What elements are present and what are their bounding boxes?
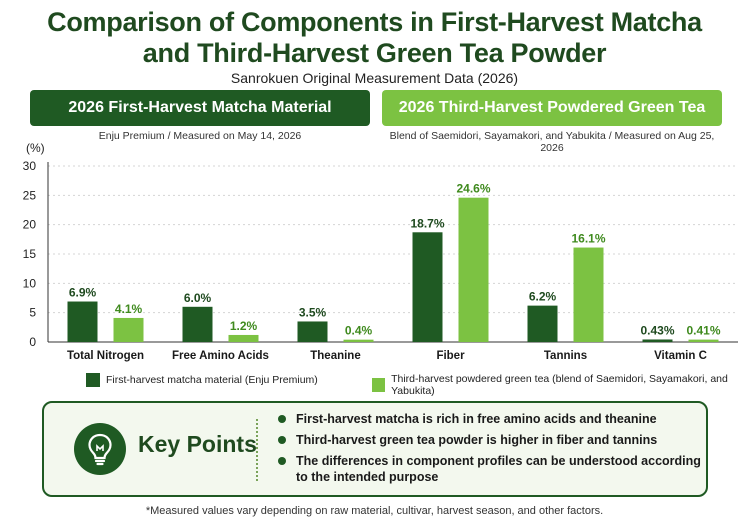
key-point-item: The differences in component profiles ca…: [274, 453, 704, 485]
data-label: 0.41%: [686, 324, 720, 338]
bar-third-harvest: [573, 247, 604, 342]
y-tick-label: 5: [29, 306, 36, 320]
data-label: 18.7%: [410, 216, 444, 230]
y-tick-label: 10: [23, 276, 37, 290]
key-point-text: Third-harvest green tea powder is higher…: [296, 433, 658, 447]
x-category-label: Tannins: [544, 350, 587, 362]
bar-first-harvest: [527, 305, 558, 342]
data-label: 0.43%: [640, 323, 674, 337]
key-points-divider: [256, 419, 258, 481]
legend-item-first-harvest: First-harvest matcha material (Enju Prem…: [86, 373, 318, 387]
key-points-title: Key Points: [138, 431, 257, 457]
y-tick-label: 15: [23, 247, 37, 261]
key-point-text: First-harvest matcha is rich in free ami…: [296, 412, 657, 426]
y-tick-label: 0: [29, 335, 36, 349]
data-label: 3.5%: [299, 305, 327, 319]
legend-item-third-harvest: Third-harvest powdered green tea (blend …: [372, 373, 749, 397]
legend-label-third-harvest: Third-harvest powdered green tea (blend …: [391, 373, 728, 397]
bar-first-harvest: [297, 321, 328, 342]
chart-title-line-2: and Third-Harvest Green Tea Powder: [142, 38, 607, 68]
key-points-box: Key Points First-harvest matcha is rich …: [42, 401, 708, 497]
x-category-label: Vitamin C: [654, 350, 707, 362]
key-point-item: Third-harvest green tea powder is higher…: [274, 432, 704, 448]
x-category-label: Fiber: [436, 350, 465, 362]
bar-third-harvest: [458, 197, 489, 342]
footnote: *Measured values vary depending on raw m…: [145, 505, 604, 517]
bullet-icon: [278, 415, 286, 423]
key-point-text: The differences in component profiles ca…: [296, 454, 701, 484]
y-tick-label: 30: [23, 159, 37, 173]
data-label: 6.2%: [529, 290, 557, 304]
bar-chart: (%) 0 5 10 15 20 25 30 6.9% 4.1% Total Nitrogen 6.0…: [23, 141, 738, 362]
lightbulb-icon: [74, 423, 126, 475]
bar-first-harvest: [67, 301, 98, 342]
x-category-label: Total Nitrogen: [67, 350, 144, 362]
y-tick-label: 20: [23, 218, 37, 232]
key-point-item: First-harvest matcha is rich in free ami…: [274, 411, 704, 427]
first-harvest-header: 2026 First-Harvest Matcha Material: [30, 90, 370, 126]
x-category-label: Theanine: [310, 350, 360, 362]
data-label: 6.9%: [69, 286, 97, 300]
bar-third-harvest: [228, 334, 259, 342]
legend-swatch-first-harvest: [86, 373, 100, 387]
bar-first-harvest: [182, 306, 213, 342]
third-harvest-header: 2026 Third-Harvest Powdered Green Tea: [382, 90, 722, 126]
bullet-icon: [278, 457, 286, 465]
legend-label-first-harvest: First-harvest matcha material (Enju Prem…: [106, 374, 318, 386]
chart-subtitle: Sanrokuen Original Measurement Data (202…: [230, 70, 519, 86]
legend-swatch-third-harvest: [372, 378, 386, 392]
data-label: 0.4%: [345, 324, 373, 338]
bar-third-harvest: [688, 339, 719, 342]
y-tick-label: 25: [23, 188, 37, 202]
data-label: 16.1%: [571, 232, 605, 246]
data-label: 24.6%: [456, 182, 490, 196]
first-harvest-note: Enju Premium / Measured on May 14, 2026: [98, 130, 302, 142]
bullet-icon: [278, 436, 286, 444]
bar-first-harvest: [642, 339, 673, 342]
data-label: 4.1%: [115, 302, 143, 316]
y-axis-unit-label: (%): [26, 141, 45, 155]
bar-third-harvest: [343, 339, 374, 342]
data-label: 1.2%: [230, 319, 258, 333]
chart-title-line-1: Comparison of Components in First-Harves…: [47, 7, 702, 37]
x-category-label: Free Amino Acids: [172, 350, 269, 362]
key-points-list: First-harvest matcha is rich in free ami…: [274, 411, 704, 490]
bar-first-harvest: [412, 232, 443, 342]
third-harvest-note: Blend of Saemidori, Sayamakori, and Yabu…: [389, 130, 715, 154]
data-label: 6.0%: [184, 291, 212, 305]
bar-third-harvest: [113, 317, 144, 342]
